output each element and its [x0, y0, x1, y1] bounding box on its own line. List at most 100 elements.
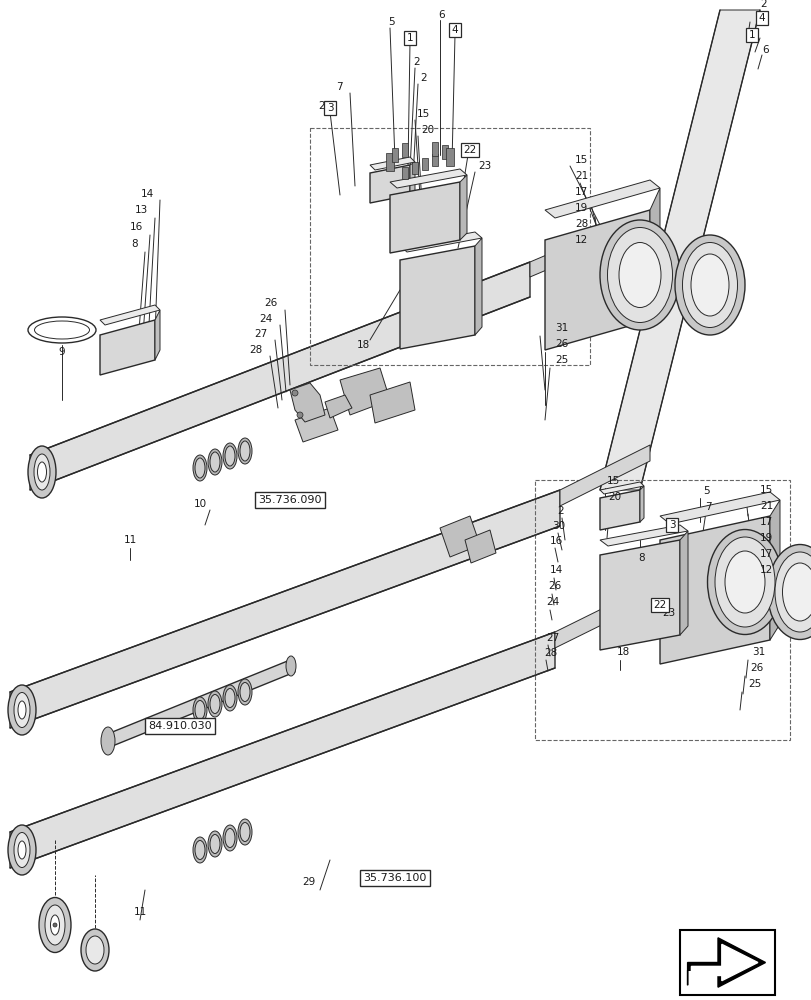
Text: 13: 13 [135, 205, 148, 215]
Ellipse shape [674, 235, 744, 335]
Ellipse shape [618, 242, 660, 308]
Text: 6: 6 [438, 10, 444, 20]
Polygon shape [340, 368, 389, 415]
Text: 26: 26 [749, 663, 762, 673]
Text: 3: 3 [668, 520, 675, 530]
Ellipse shape [240, 822, 250, 841]
Text: 18: 18 [616, 647, 629, 657]
Text: 17: 17 [759, 549, 772, 559]
Ellipse shape [210, 452, 220, 472]
Ellipse shape [285, 656, 296, 676]
Polygon shape [400, 246, 474, 349]
Ellipse shape [714, 537, 774, 627]
Text: 27: 27 [545, 633, 559, 643]
Text: 23: 23 [661, 608, 675, 618]
Polygon shape [431, 142, 437, 156]
Polygon shape [544, 180, 659, 218]
Text: 10: 10 [194, 499, 207, 509]
Text: 14: 14 [549, 565, 563, 575]
Polygon shape [649, 188, 659, 320]
Ellipse shape [240, 441, 250, 461]
Polygon shape [370, 157, 414, 170]
Text: 31: 31 [751, 647, 764, 657]
Polygon shape [370, 165, 410, 203]
Ellipse shape [223, 685, 237, 711]
Ellipse shape [724, 551, 764, 613]
Polygon shape [324, 395, 351, 418]
Text: 21: 21 [759, 501, 772, 511]
Polygon shape [560, 445, 649, 506]
Text: 19: 19 [574, 203, 587, 213]
Ellipse shape [774, 552, 811, 632]
Ellipse shape [101, 727, 115, 755]
Ellipse shape [86, 936, 104, 964]
Text: 14: 14 [140, 189, 154, 199]
Polygon shape [389, 169, 466, 188]
Text: 2: 2 [556, 506, 563, 516]
Text: 7: 7 [704, 502, 710, 512]
Text: 20: 20 [420, 125, 434, 135]
Ellipse shape [223, 825, 237, 851]
Text: 26: 26 [547, 581, 560, 591]
Text: 24: 24 [545, 597, 559, 607]
Text: 9: 9 [58, 347, 65, 357]
Text: 1: 1 [406, 33, 413, 43]
Text: 15: 15 [759, 485, 772, 495]
Polygon shape [440, 516, 479, 557]
Polygon shape [544, 210, 649, 350]
Text: 22: 22 [463, 145, 476, 155]
Ellipse shape [238, 438, 251, 464]
Ellipse shape [208, 691, 221, 717]
Text: 35.736.100: 35.736.100 [363, 873, 426, 883]
Ellipse shape [81, 929, 109, 971]
Ellipse shape [225, 688, 234, 708]
Text: 15: 15 [607, 476, 620, 486]
Polygon shape [294, 408, 337, 442]
Polygon shape [30, 262, 530, 490]
Polygon shape [370, 382, 414, 423]
Polygon shape [100, 320, 155, 375]
Polygon shape [385, 153, 393, 171]
Ellipse shape [607, 228, 672, 322]
Ellipse shape [238, 819, 251, 845]
Ellipse shape [50, 915, 59, 935]
Text: 8: 8 [131, 239, 138, 249]
Text: 2: 2 [759, 0, 766, 9]
Text: 25: 25 [554, 355, 568, 365]
Text: 17: 17 [574, 187, 587, 197]
Text: 30: 30 [551, 521, 564, 531]
Polygon shape [445, 148, 453, 166]
Polygon shape [10, 632, 554, 868]
Polygon shape [460, 175, 466, 240]
Polygon shape [599, 525, 687, 546]
Text: 12: 12 [574, 235, 587, 245]
Text: 28: 28 [574, 219, 587, 229]
Ellipse shape [238, 679, 251, 705]
Polygon shape [599, 540, 679, 650]
Polygon shape [679, 531, 687, 635]
Polygon shape [392, 148, 397, 162]
Ellipse shape [39, 898, 71, 952]
Text: 84.910.030: 84.910.030 [148, 721, 212, 731]
Polygon shape [10, 490, 560, 728]
Polygon shape [401, 167, 407, 179]
Ellipse shape [682, 242, 736, 328]
Polygon shape [769, 500, 779, 640]
Ellipse shape [599, 220, 679, 330]
Ellipse shape [225, 446, 234, 466]
Ellipse shape [240, 682, 250, 702]
Text: 22: 22 [653, 600, 666, 610]
Ellipse shape [195, 700, 204, 719]
Ellipse shape [782, 563, 811, 621]
Ellipse shape [766, 544, 811, 640]
Polygon shape [659, 492, 779, 524]
Ellipse shape [14, 692, 30, 727]
Polygon shape [599, 10, 759, 490]
Polygon shape [639, 486, 643, 522]
Polygon shape [659, 516, 769, 664]
Ellipse shape [8, 685, 36, 735]
Ellipse shape [193, 697, 207, 723]
Ellipse shape [193, 455, 207, 481]
Polygon shape [105, 660, 294, 747]
Ellipse shape [210, 694, 220, 713]
